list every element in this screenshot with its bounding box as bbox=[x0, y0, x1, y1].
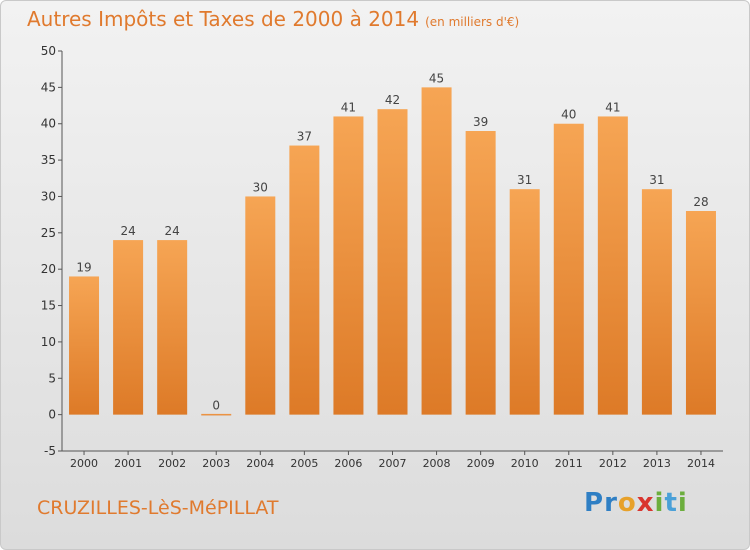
bar bbox=[201, 413, 232, 416]
axes: -5 0 5 10 15 20 25 30 35 40 45 50 2000 2001 2002 2003 20… bbox=[41, 44, 723, 470]
data-label: 45 bbox=[429, 71, 444, 85]
x-tick-label: 2002 bbox=[158, 457, 186, 470]
bar bbox=[377, 109, 408, 415]
x-tick-label: 2005 bbox=[290, 457, 318, 470]
data-label: 37 bbox=[297, 130, 312, 144]
bars bbox=[69, 87, 716, 416]
chart-title-text: Autres Impôts et Taxes de 2000 à 2014 bbox=[27, 7, 420, 31]
x-tick-label: 2009 bbox=[467, 457, 495, 470]
y-tick-label: 10 bbox=[41, 335, 56, 349]
x-tick-label: 2013 bbox=[643, 457, 671, 470]
chart-title: Autres Impôts et Taxes de 2000 à 2014 (en… bbox=[27, 7, 519, 31]
x-tick-label: 2006 bbox=[334, 457, 362, 470]
data-label: 19 bbox=[76, 260, 91, 274]
bar bbox=[465, 131, 496, 415]
y-tick-label: -5 bbox=[44, 444, 56, 458]
bar bbox=[157, 240, 188, 415]
bar bbox=[333, 116, 364, 415]
x-tick-label: 2004 bbox=[246, 457, 274, 470]
x-tick-label: 2000 bbox=[70, 457, 98, 470]
data-labels: 19 24 24 0 30 37 41 42 45 39 31 40 41 31 28 bbox=[76, 71, 708, 412]
data-label: 39 bbox=[473, 115, 488, 129]
bar bbox=[509, 189, 540, 415]
data-label: 24 bbox=[120, 224, 135, 238]
data-label: 41 bbox=[605, 100, 620, 114]
y-tick-label: 20 bbox=[41, 262, 56, 276]
y-tick-label: 40 bbox=[41, 117, 56, 131]
bar bbox=[289, 145, 320, 415]
y-tick-label: 35 bbox=[41, 153, 56, 167]
y-tick-label: 50 bbox=[41, 44, 56, 58]
logo-letter: x bbox=[636, 488, 655, 518]
proxiti-logo: Proxiti bbox=[584, 488, 688, 518]
logo-letter: i bbox=[654, 488, 665, 518]
x-tick-label: 2001 bbox=[114, 457, 142, 470]
x-tick-label: 2014 bbox=[687, 457, 715, 470]
x-tick-label: 2008 bbox=[423, 457, 451, 470]
data-label: 0 bbox=[212, 399, 220, 413]
y-tick-label: 15 bbox=[41, 299, 56, 313]
bar bbox=[597, 116, 628, 415]
data-label: 41 bbox=[341, 100, 356, 114]
bar bbox=[421, 87, 452, 415]
x-tick-label: 2012 bbox=[599, 457, 627, 470]
x-tick-label: 2010 bbox=[511, 457, 539, 470]
data-label: 30 bbox=[253, 180, 268, 194]
bar bbox=[641, 189, 672, 415]
bar bbox=[553, 123, 584, 415]
logo-letter: r bbox=[604, 488, 618, 518]
commune-name: CRUZILLES-LèS-MéPILLAT bbox=[37, 497, 279, 519]
x-tick-label: 2011 bbox=[555, 457, 583, 470]
y-tick-label: 5 bbox=[48, 371, 56, 385]
logo-letter: t bbox=[664, 488, 678, 518]
y-tick-label: 30 bbox=[41, 189, 56, 203]
data-label: 40 bbox=[561, 108, 576, 122]
bar bbox=[69, 276, 100, 415]
y-tick-label: 25 bbox=[41, 226, 56, 240]
data-label: 24 bbox=[165, 224, 180, 238]
y-tick-label: 0 bbox=[48, 408, 56, 422]
logo-letter: i bbox=[677, 488, 688, 518]
logo-letter: P bbox=[584, 488, 605, 518]
data-label: 31 bbox=[517, 173, 532, 187]
data-label: 42 bbox=[385, 93, 400, 107]
bar bbox=[113, 240, 144, 415]
x-tick-label: 2003 bbox=[202, 457, 230, 470]
x-tick-label: 2007 bbox=[379, 457, 407, 470]
data-label: 28 bbox=[693, 195, 708, 209]
logo-letter: o bbox=[617, 488, 637, 518]
y-tick-label: 45 bbox=[41, 80, 56, 94]
chart-title-unit: (en milliers d'€) bbox=[425, 15, 520, 29]
data-label: 31 bbox=[649, 173, 664, 187]
bar bbox=[685, 211, 716, 415]
bar bbox=[245, 196, 276, 415]
